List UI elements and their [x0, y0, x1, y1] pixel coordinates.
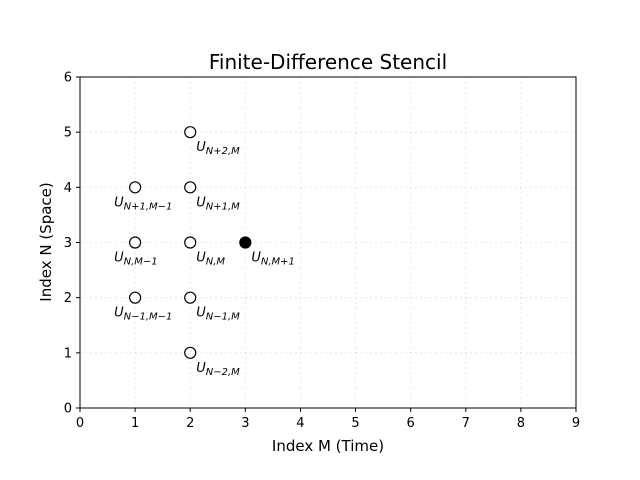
y-tick-label: 0 — [64, 402, 72, 417]
y-tick-label: 4 — [64, 181, 72, 196]
x-axis-label: Index M (Time) — [272, 437, 384, 455]
point-label-symbol: U — [114, 306, 124, 321]
point-label-subscript: N−1,M — [206, 312, 240, 323]
point-label-subscript: N,M — [206, 257, 226, 268]
x-tick-label: 1 — [131, 416, 139, 431]
point-label-subscript: N+2,M — [206, 146, 240, 157]
point-label-subscript: N−2,M — [206, 367, 240, 378]
y-tick-label: 2 — [64, 291, 72, 306]
x-tick-label: 6 — [407, 416, 415, 431]
point-label-subscript: N+1,M — [206, 201, 240, 212]
stencil-point — [184, 236, 197, 249]
point-label: UN,M−1 — [114, 251, 158, 268]
stencil-point — [184, 346, 197, 359]
x-tick-label: 3 — [241, 416, 249, 431]
grid — [79, 76, 577, 409]
data-points: UN+2,MUN+1,M−1 UN+1,MUN,M−1 UN,M UN,M+1UN−1… — [114, 126, 295, 378]
point-label-subscript: N,M+1 — [261, 257, 295, 268]
point-label-symbol: U — [196, 361, 206, 376]
point-label: UN+2,M — [196, 140, 240, 157]
stencil-point — [129, 291, 142, 304]
point-label-subscript: N−1,M−1 — [124, 312, 173, 323]
point-label: UN−1,M−1 — [114, 306, 172, 323]
stencil-point — [129, 181, 142, 194]
point-label: UN+1,M — [196, 195, 240, 212]
point-label: UN,M — [196, 251, 225, 268]
stencil-point — [184, 126, 197, 139]
point-label-subscript: N,M−1 — [124, 257, 158, 268]
point-label: UN+1,M−1 — [114, 195, 172, 212]
point-label-symbol: U — [196, 306, 206, 321]
y-tick-label: 5 — [64, 126, 72, 141]
point-label-symbol: U — [114, 195, 124, 210]
point-label: UN−2,M — [196, 361, 240, 378]
x-tick-label: 9 — [572, 416, 580, 431]
point-label-symbol: U — [196, 140, 206, 155]
x-tick-label: 2 — [186, 416, 194, 431]
y-axis-label: Index N (Space) — [37, 182, 55, 301]
point-label-symbol: U — [114, 251, 124, 266]
point-label-subscript: N+1,M−1 — [124, 201, 173, 212]
stencil-point — [184, 291, 197, 304]
x-tick-label: 8 — [517, 416, 525, 431]
point-label-symbol: U — [196, 251, 206, 266]
chart-title: Finite-Difference Stencil — [209, 50, 447, 74]
point-label-symbol: U — [251, 251, 261, 266]
stencil-point — [129, 236, 142, 249]
x-tick-label: 7 — [462, 416, 470, 431]
target-point — [239, 236, 252, 249]
x-tick-label: 5 — [351, 416, 359, 431]
y-tick-label: 6 — [64, 71, 72, 86]
x-tick-label: 4 — [296, 416, 304, 431]
point-label: UN−1,M — [196, 306, 240, 323]
y-tick-label: 3 — [64, 236, 72, 251]
y-tick-label: 1 — [64, 346, 72, 361]
point-label-symbol: U — [196, 195, 206, 210]
point-label: UN,M+1 — [251, 251, 295, 268]
stencil-point — [184, 181, 197, 194]
x-tick-label: 0 — [76, 416, 84, 431]
axis-ticks: 0 1 2 3 4 5 6 7 8 9 0 1 2 3 4 5 6 — [64, 71, 580, 432]
